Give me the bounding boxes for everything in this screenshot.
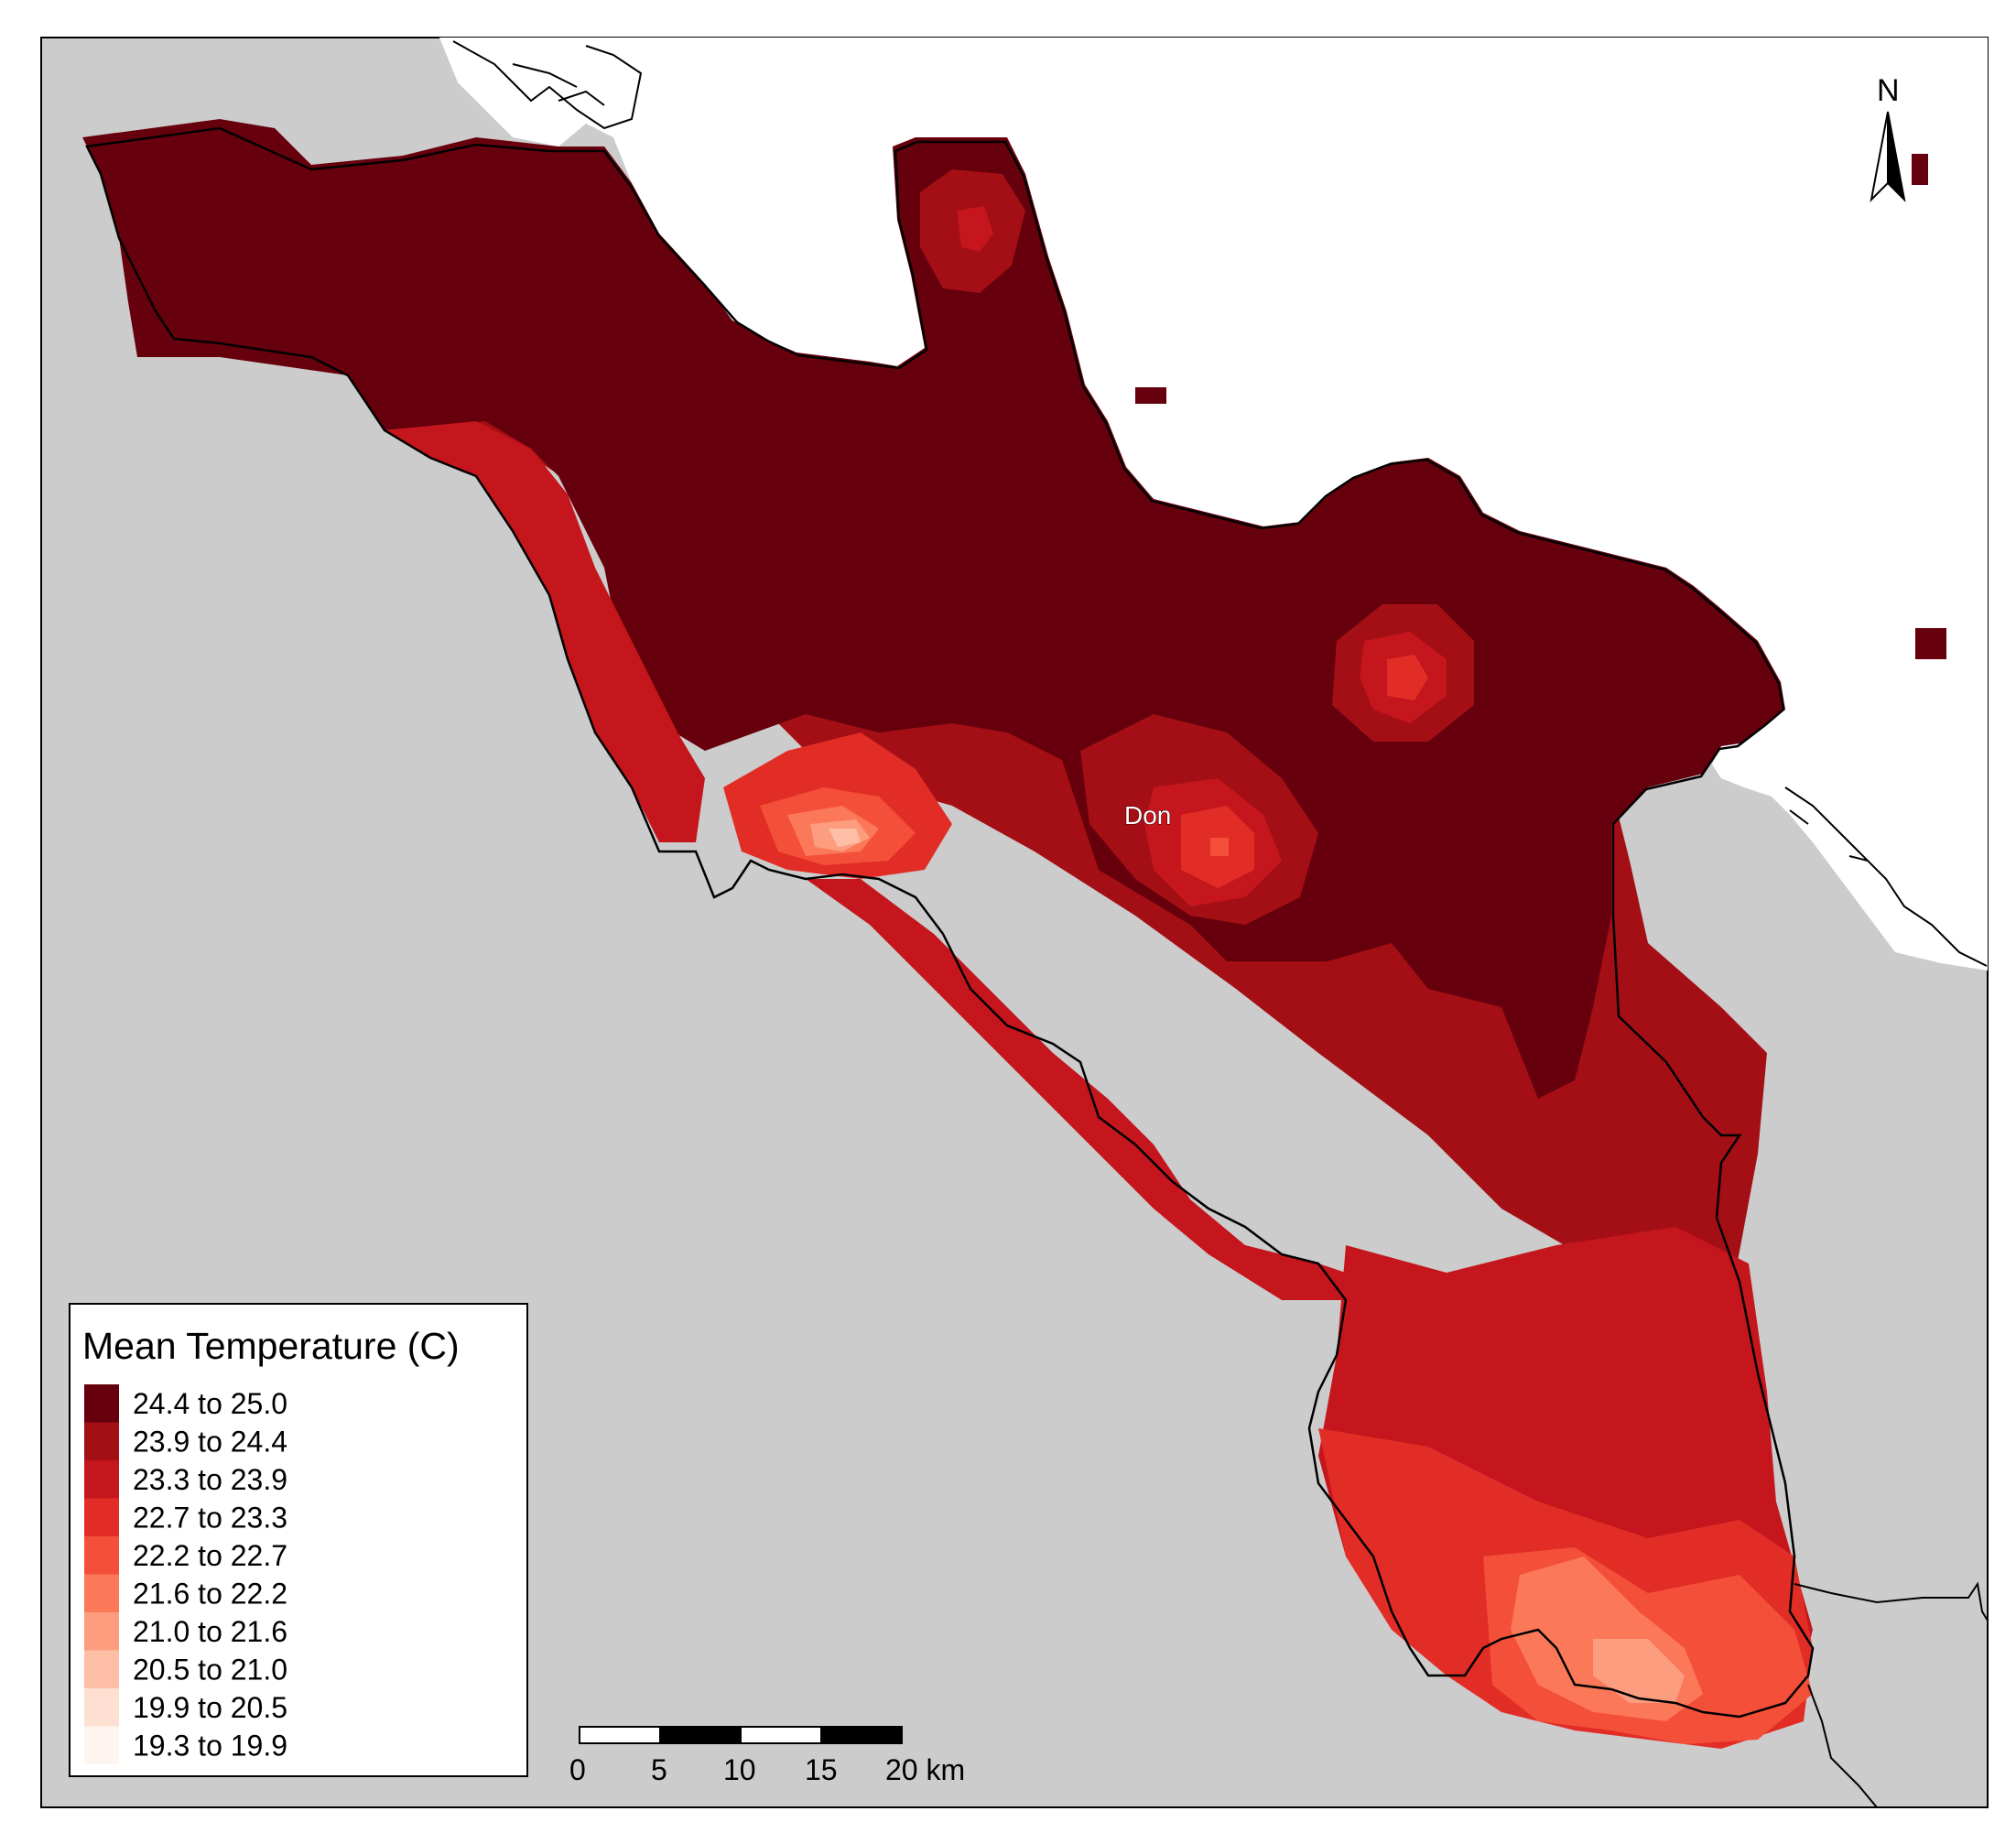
coastline-east-detail (1784, 786, 1988, 967)
legend-swatch (84, 1574, 119, 1612)
sea-area (439, 38, 1988, 971)
north-arrow-label: N (1877, 73, 1900, 108)
coastline-north-detail (452, 40, 643, 130)
legend-swatch (84, 1384, 119, 1423)
isolated-cell-ne (1912, 154, 1928, 185)
zone-24-4-to-25-0 (82, 119, 1785, 1099)
scale-segment-1 (579, 1726, 661, 1744)
legend-swatch (84, 1536, 119, 1575)
district-boundary (85, 126, 1815, 1719)
legend-label: 22.2 to 22.7 (133, 1539, 287, 1572)
legend-label: 21.6 to 22.2 (133, 1578, 287, 1611)
legend-label: 23.3 to 23.9 (133, 1463, 287, 1496)
scale-tick-20km: 20 km (885, 1753, 965, 1786)
isolated-cell-north (1135, 387, 1166, 404)
legend-box (69, 1303, 528, 1777)
legend-label: 21.0 to 21.6 (133, 1615, 287, 1648)
zone-22-7-to-23-3-ne-spot (1387, 655, 1428, 700)
legend-label: 24.4 to 25.0 (133, 1387, 287, 1420)
zone-23-3-to-23-9-n-spot (957, 206, 993, 252)
temperature-raster (82, 119, 1946, 1749)
scale-tick-10: 10 (723, 1753, 756, 1786)
isolated-cell-east (1915, 628, 1946, 659)
legend-label: 19.3 to 19.9 (133, 1730, 287, 1762)
scale-segment-2 (659, 1726, 742, 1744)
scale-tick-5: 5 (651, 1753, 667, 1786)
legend-items: 24.4 to 25.0 23.9 to 24.4 23.3 to 23.9 22.7… (84, 1384, 287, 1764)
scale-bar: 0 5 10 15 20 km (569, 1726, 965, 1786)
legend: Mean Temperature (C) 24.4 to 25.0 23.9 to… (69, 1303, 528, 1777)
legend-label: 22.7 to 23.3 (133, 1502, 287, 1535)
river-boundary-se (1794, 1581, 1989, 1808)
legend-label: 23.9 to 24.4 (133, 1426, 287, 1459)
legend-swatch (84, 1422, 119, 1460)
place-label-don: Don (1124, 801, 1171, 830)
scale-tick-15: 15 (805, 1753, 838, 1786)
legend-swatch (84, 1612, 119, 1651)
zone-20-5-to-21-0-pocket (829, 829, 861, 847)
north-arrow: N (1870, 73, 1906, 202)
north-arrow-icon-dark (1887, 111, 1906, 202)
scale-segment-4 (820, 1726, 903, 1744)
zone-23-3-to-23-9-west (385, 421, 705, 842)
legend-swatch (84, 1650, 119, 1688)
zone-22-2-to-22-7-central (1210, 838, 1229, 856)
legend-label: 20.5 to 21.0 (133, 1654, 287, 1687)
legend-swatch (84, 1498, 119, 1536)
zone-21-0-to-21-6 (1593, 1639, 1685, 1703)
scale-tick-0: 0 (569, 1753, 586, 1786)
legend-swatch (84, 1726, 119, 1764)
legend-label: 19.9 to 20.5 (133, 1691, 287, 1724)
legend-title: Mean Temperature (C) (82, 1325, 460, 1367)
legend-swatch (84, 1460, 119, 1499)
legend-swatch (84, 1688, 119, 1727)
scale-segment-3 (740, 1726, 822, 1744)
